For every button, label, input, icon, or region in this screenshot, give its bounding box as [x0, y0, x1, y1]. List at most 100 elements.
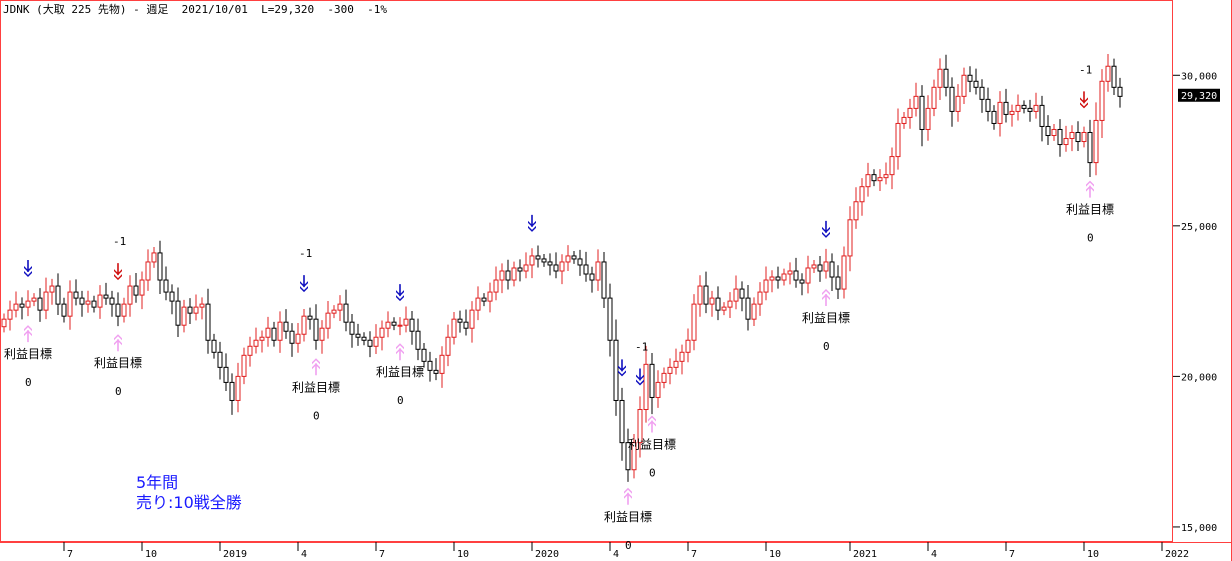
- candle-body: [847, 219, 853, 257]
- candle: [709, 290, 715, 317]
- candle: [1057, 119, 1063, 157]
- candle: [583, 251, 589, 282]
- candle: [943, 54, 949, 97]
- candle: [889, 147, 895, 190]
- x-tick-label: 7: [67, 549, 73, 560]
- candle: [1063, 125, 1069, 152]
- candle-body: [829, 261, 835, 278]
- candle-body: [145, 261, 151, 281]
- candle: [823, 248, 829, 279]
- candle: [37, 288, 43, 322]
- candle: [883, 162, 889, 185]
- y-axis: 15,000 20,000 25,000 30,000: [1173, 71, 1217, 534]
- y-tick-label: 15,000: [1181, 523, 1217, 534]
- candle: [859, 178, 865, 216]
- candle: [1081, 126, 1087, 148]
- sell-arrow-icon: [300, 275, 308, 293]
- sell-arrow-icon: [636, 368, 644, 386]
- candle: [529, 248, 535, 279]
- candle: [979, 79, 985, 113]
- sell-arrow-icon: [528, 214, 536, 232]
- candle: [139, 271, 145, 310]
- candle-body: [349, 321, 355, 335]
- candle: [103, 282, 109, 305]
- candle-body: [307, 315, 313, 320]
- candle-body: [931, 86, 937, 109]
- x-axis: 7 10 2019 4 7 10 2020 4 7 10 2021 4 7 10 2022: [63, 542, 1189, 560]
- candle: [469, 301, 475, 343]
- candle: [637, 396, 643, 458]
- symbol-label: JDNK: [3, 3, 30, 16]
- candle: [163, 266, 169, 301]
- candle-body: [379, 327, 385, 338]
- candle: [271, 321, 277, 347]
- candle: [31, 293, 37, 307]
- candle-body: [127, 285, 133, 305]
- candle: [1021, 100, 1027, 114]
- target-arrow-icon: [624, 487, 632, 505]
- y-tick-label: 20,000: [1181, 372, 1217, 383]
- sell-signal-label: -1: [1079, 63, 1092, 76]
- x-tick-label: 4: [613, 549, 619, 560]
- candle: [1009, 104, 1015, 127]
- candle: [217, 341, 223, 380]
- candle-body: [157, 252, 163, 281]
- candle-body: [715, 297, 721, 311]
- candle-body: [541, 258, 547, 263]
- x-tick-label: 7: [691, 549, 697, 560]
- candle: [427, 351, 433, 382]
- candle: [43, 277, 49, 320]
- candle-body: [703, 285, 709, 305]
- target-arrow-icon: [24, 325, 32, 343]
- candle-body: [961, 74, 967, 97]
- candle-body: [943, 68, 949, 88]
- candle: [607, 283, 613, 357]
- target-value-label: 0: [25, 376, 32, 389]
- candle-body: [637, 409, 643, 444]
- candle: [175, 287, 181, 337]
- candle: [277, 311, 283, 353]
- candle: [949, 77, 955, 127]
- candle-body: [919, 95, 925, 130]
- candle-body: [469, 309, 475, 329]
- sell-signal: [822, 220, 830, 238]
- last-price-tag: 29,320: [1178, 88, 1220, 102]
- candle: [115, 292, 121, 327]
- candle: [313, 304, 319, 350]
- candle: [715, 286, 721, 321]
- candle-body: [169, 291, 175, 302]
- candle-body: [901, 116, 907, 124]
- candle-body: [271, 327, 277, 341]
- x-tick-label: 4: [931, 549, 937, 560]
- sell-signal: [618, 359, 626, 377]
- period-label: - 週足: [133, 3, 169, 16]
- candle-body: [769, 276, 775, 281]
- candle-body: [1093, 119, 1099, 164]
- candles-layer: [1, 54, 1123, 482]
- candle: [571, 250, 577, 264]
- candle: [49, 278, 55, 305]
- candle: [721, 302, 727, 316]
- candle: [919, 85, 925, 147]
- candle: [1093, 102, 1099, 176]
- sell-signal: -1: [299, 247, 312, 293]
- candle: [19, 297, 25, 320]
- candle-body: [289, 330, 295, 344]
- candle-body: [475, 297, 481, 311]
- profit-target: 利益目標 0: [4, 325, 52, 389]
- sell-arrow-icon: [396, 284, 404, 302]
- sell-arrow-icon: [114, 263, 122, 281]
- x-tick-label: 10: [457, 549, 469, 560]
- candle: [337, 295, 343, 321]
- candle: [769, 270, 775, 293]
- candle: [13, 291, 19, 318]
- candle: [1105, 54, 1111, 92]
- candle-body: [487, 291, 493, 302]
- candle: [433, 358, 439, 381]
- x-tick-label: 7: [379, 549, 385, 560]
- candle-body: [1039, 104, 1045, 127]
- target-arrow-icon: [114, 334, 122, 352]
- candle-body: [529, 255, 535, 266]
- candle: [319, 320, 325, 354]
